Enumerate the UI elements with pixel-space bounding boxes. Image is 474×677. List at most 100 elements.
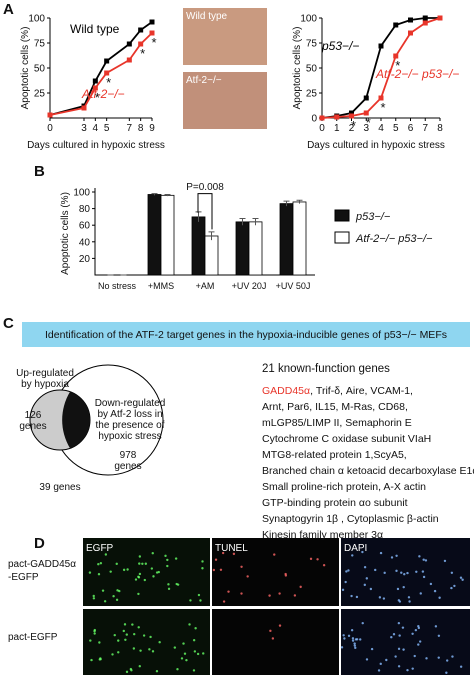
x-tick-label: 6 [408,123,414,134]
series-label: Atf-2−/− [81,87,125,101]
row-label: pact-EGFP [8,632,58,643]
photo [183,8,267,65]
y-tick-label: 50 [34,64,46,75]
cell [394,655,397,658]
column-label: TUNEL [215,543,248,554]
cell [221,551,225,555]
cell [354,646,357,650]
error-bar [296,199,303,204]
cell [365,658,369,661]
cell [408,600,411,603]
cell [347,569,350,572]
gene-line: Arnt, Par6, IL15, M-Ras, CD68, [262,401,408,413]
cell [361,621,364,625]
cell [434,625,438,628]
cell [269,629,272,633]
cell [437,656,440,659]
cell [202,652,205,655]
legend-swatch [334,209,350,222]
cell [151,552,154,555]
gene-text: , Trif-δ, Aire, VCAM-1, [310,385,413,397]
venn-label: by Atf-2 loss in [97,409,162,420]
venn-overlap [62,391,91,449]
gene-text: Small proline-rich protein, A-X actin [262,481,426,493]
cell [109,570,112,573]
point [422,20,428,26]
cell [201,560,204,563]
point [104,70,110,76]
x-tick-label: +AM [196,281,215,291]
cell [150,567,154,570]
point [393,53,399,59]
x-tick-label: 5 [393,123,399,134]
venn-count: genes [19,421,46,432]
venn-count: genes [114,461,141,472]
cell [97,562,100,566]
cell [98,641,101,644]
x-tick-label: 5 [104,123,110,134]
gene-line: Small proline-rich protein, A-X actin [262,481,426,493]
bar [191,216,206,276]
cell [90,658,93,662]
bar [160,194,175,276]
cell [201,567,204,570]
point [408,30,413,36]
column-label: DAPI [344,543,367,554]
cell [212,568,216,572]
cell [400,571,403,574]
cell [459,665,463,668]
cell [152,575,155,578]
micrograph [212,538,339,606]
cell [445,659,449,662]
venn-label: Up-regulated [16,368,74,379]
cell [93,632,96,635]
point [334,114,340,120]
cell [112,595,115,598]
series-label: p53−/− [321,39,359,53]
cell [438,596,441,599]
cell [343,637,346,640]
cell [421,570,425,573]
cell [166,558,169,562]
cell [89,639,92,642]
point [349,113,354,119]
photo-label: Wild type [186,11,228,22]
cell [406,571,409,575]
point [363,110,369,116]
cell [397,647,401,651]
cell [111,653,114,656]
y-tick-label: 25 [306,89,318,100]
y-tick-label: 80 [79,204,91,215]
cell [173,646,177,649]
micrograph [341,609,470,675]
cell [395,554,398,557]
gene-text: Branched chain α ketoacid decarboxylase … [262,465,474,477]
significance: * [151,35,156,50]
series-line [49,32,153,116]
cell [342,634,345,637]
point [138,27,144,33]
cell [124,638,127,641]
venn-count: 126 [25,410,42,421]
cell [392,633,396,636]
cell [151,650,155,653]
cell [293,594,297,597]
cell [402,585,405,589]
cell [351,554,354,557]
x-tick-label: 7 [422,123,428,134]
cell [354,638,358,641]
cell [232,552,236,556]
significance: * [140,46,145,61]
cell [351,637,355,640]
point [149,19,155,25]
cell [345,570,348,573]
cell [363,583,367,587]
cell [397,621,401,625]
cell [351,639,355,642]
y-tick-label: 0 [311,114,317,125]
cell [227,590,230,593]
banner [22,322,470,347]
cell [117,639,120,642]
y-axis-label: Apoptotic cells (%) [20,27,31,110]
point [437,15,443,21]
